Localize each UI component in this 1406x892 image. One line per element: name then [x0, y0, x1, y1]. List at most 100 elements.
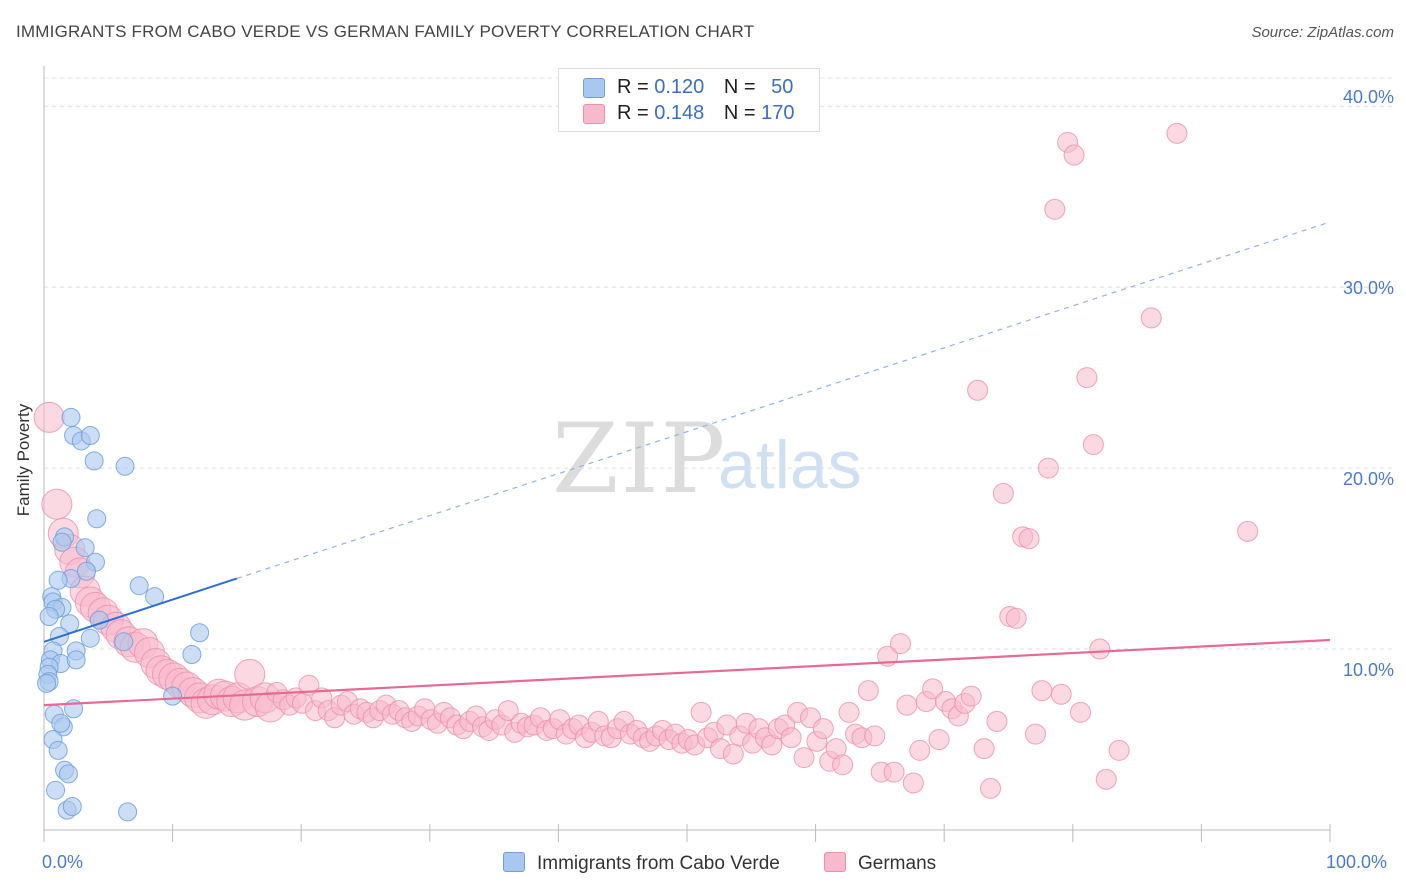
data-point-germans: [1089, 638, 1111, 660]
data-point-germans: [928, 729, 950, 751]
data-point-germans: [1070, 701, 1092, 723]
data-point-germans: [1044, 198, 1066, 220]
data-point-germans: [883, 761, 905, 783]
cabo-verde-points: [37, 407, 210, 822]
data-point-germans: [298, 674, 320, 696]
legend-swatch-pink: [583, 103, 605, 124]
y-axis-label: Family Poverty: [14, 403, 33, 517]
data-point-cabo-verde: [190, 623, 210, 643]
data-point-cabo-verde: [46, 780, 66, 800]
trend-line-cabo-verde-extension: [236, 221, 1331, 580]
chart-source: Source: ZipAtlas.com: [1251, 24, 1394, 41]
data-point-cabo-verde: [87, 509, 107, 529]
data-point-cabo-verde: [80, 628, 100, 648]
watermark-zip: ZIP: [552, 403, 727, 515]
data-point-germans: [973, 738, 995, 760]
data-point-germans: [812, 718, 834, 740]
legend-n-value: 50: [771, 76, 794, 98]
data-point-germans: [1082, 434, 1104, 456]
data-point-cabo-verde: [48, 740, 68, 760]
trend-line-cabo-verde: [43, 577, 238, 643]
data-point-germans: [896, 694, 918, 716]
data-point-germans: [922, 678, 944, 700]
trend-line-germans: [43, 638, 1331, 707]
data-point-germans: [1025, 723, 1047, 745]
data-point-germans: [1050, 683, 1072, 705]
data-point-germans: [793, 747, 815, 769]
bottom-legend-swatch-blue: [503, 852, 525, 872]
data-point-germans: [1076, 367, 1098, 389]
data-point-germans: [832, 754, 854, 776]
data-point-germans: [1108, 739, 1130, 761]
data-point-cabo-verde: [52, 532, 72, 552]
watermark-atlas: atlas: [718, 427, 862, 503]
bottom-legend-label: Immigrants from Cabo Verde: [537, 853, 780, 874]
data-point-cabo-verde: [48, 570, 68, 590]
data-point-cabo-verde: [51, 713, 71, 733]
data-point-cabo-verde: [163, 686, 183, 706]
data-point-germans: [960, 685, 982, 707]
germans-points: [33, 122, 1259, 799]
y-tick-40: 40.0%: [1342, 87, 1394, 107]
data-point-germans: [33, 401, 65, 433]
data-point-germans: [1095, 768, 1117, 790]
legend-n-label: N =: [723, 102, 756, 124]
y-tick-30: 30.0%: [1342, 278, 1394, 298]
bottom-legend-label: Germans: [858, 853, 937, 874]
legend-r-value: 0.148: [654, 102, 705, 124]
data-point-germans: [889, 633, 911, 655]
chart-title: IMMIGRANTS FROM CABO VERDE VS GERMAN FAM…: [16, 22, 755, 41]
data-point-germans: [1037, 457, 1059, 479]
legend-n-value: 170: [761, 102, 795, 124]
data-point-germans: [1018, 528, 1040, 550]
data-point-cabo-verde: [61, 407, 81, 427]
data-point-germans: [497, 700, 519, 722]
data-point-cabo-verde: [75, 538, 95, 558]
data-point-cabo-verde: [182, 644, 202, 664]
x-tick-100: 100.0%: [1326, 852, 1388, 872]
legend-n-label: N =: [723, 76, 756, 98]
data-point-cabo-verde: [66, 650, 86, 670]
data-point-germans: [864, 725, 886, 747]
y-tick-10: 10.0%: [1342, 660, 1394, 680]
data-point-cabo-verde: [129, 576, 149, 596]
legend-row-germans: R = 0.148 N = 170: [583, 102, 795, 126]
legend: R = 0.120 N = 50 R = 0.148 N = 170: [558, 68, 820, 132]
data-point-cabo-verde: [84, 451, 104, 471]
data-point-germans: [992, 482, 1014, 504]
data-point-cabo-verde: [62, 796, 82, 816]
legend-r-label: R =: [617, 76, 649, 98]
bottom-legend-cabo-verde: Immigrants from Cabo Verde: [503, 852, 780, 875]
data-point-cabo-verde: [58, 764, 78, 784]
x-tick-0: 0.0%: [42, 852, 84, 872]
data-point-germans: [1063, 144, 1085, 166]
legend-swatch-blue: [583, 77, 605, 98]
data-point-germans: [967, 379, 989, 401]
legend-r-label: R =: [617, 102, 649, 124]
bottom-legend-swatch-pink: [824, 852, 846, 872]
trend-lines: [43, 221, 1331, 707]
data-point-germans: [722, 743, 744, 765]
data-point-germans: [838, 701, 860, 723]
data-point-germans: [979, 777, 1001, 799]
data-point-germans: [780, 727, 802, 749]
grid-lines: [44, 77, 1395, 650]
legend-row-cabo-verde: R = 0.120 N = 50: [583, 76, 793, 100]
data-point-cabo-verde: [114, 632, 134, 652]
data-point-cabo-verde: [118, 802, 138, 822]
data-point-germans: [41, 488, 73, 520]
data-point-cabo-verde: [80, 426, 100, 446]
data-point-cabo-verde: [37, 673, 57, 693]
data-point-cabo-verde: [76, 561, 96, 581]
data-point-germans: [1140, 307, 1162, 329]
data-point-germans: [1166, 122, 1188, 144]
data-point-cabo-verde: [39, 606, 59, 626]
data-point-cabo-verde: [115, 456, 135, 476]
data-point-germans: [857, 680, 879, 702]
data-point-germans: [909, 739, 931, 761]
y-tick-20: 20.0%: [1342, 469, 1394, 489]
data-point-germans: [1031, 680, 1053, 702]
data-point-germans: [1237, 520, 1259, 542]
